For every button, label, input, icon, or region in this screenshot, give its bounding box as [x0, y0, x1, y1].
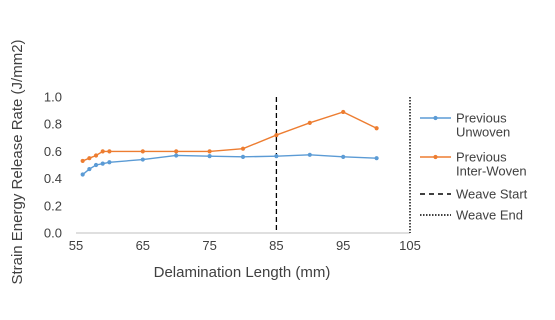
- x-tick-label: 55: [69, 238, 83, 253]
- legend-weave-end: Weave End: [420, 208, 523, 223]
- legend-label: Inter-Woven: [456, 164, 527, 179]
- legend-marker: [433, 115, 438, 121]
- x-tick-label: 65: [136, 238, 150, 253]
- legend-label: Weave Start: [456, 187, 528, 202]
- series-layer: [80, 109, 379, 177]
- x-axis-title: Delamination Length (mm): [154, 264, 331, 281]
- data-point: [207, 154, 212, 159]
- data-point: [100, 161, 105, 166]
- series-line-unwoven: [82, 154, 377, 176]
- data-point: [374, 126, 379, 131]
- y-tick-label: 0.8: [44, 117, 62, 132]
- data-point: [80, 158, 85, 164]
- legend-weave-start: Weave Start: [420, 187, 528, 202]
- data-point: [87, 156, 92, 161]
- tick-labels: 55 65 75 85 95 105 0.0 0.2 0.4 0.6 0.8 1.0: [44, 90, 421, 254]
- series-inter-woven: [80, 109, 379, 164]
- data-point: [100, 149, 105, 154]
- data-point: [140, 149, 145, 154]
- y-tick-label: 0.4: [44, 171, 62, 186]
- x-tick-label: 95: [336, 238, 350, 253]
- data-point: [93, 153, 99, 158]
- data-point: [240, 154, 246, 159]
- data-point: [174, 153, 179, 158]
- y-axis-title: Strain Energy Release Rate (J/mm2): [9, 39, 26, 284]
- data-point: [87, 166, 92, 172]
- data-point: [341, 154, 346, 159]
- x-tick-label: 85: [269, 238, 283, 253]
- reference-lines: [275, 97, 411, 233]
- data-point: [93, 162, 99, 168]
- data-point: [80, 172, 85, 177]
- data-point: [341, 109, 346, 115]
- x-tick-label: 75: [202, 238, 216, 253]
- data-point: [207, 149, 212, 154]
- y-tick-label: 0.0: [44, 226, 62, 241]
- legend-label: Unwoven: [456, 125, 510, 140]
- y-tick-label: 1.0: [44, 90, 62, 105]
- data-point: [174, 149, 179, 154]
- legend-marker: [433, 154, 438, 160]
- legend-label: Weave End: [456, 208, 523, 223]
- series-line-inter-woven: [82, 111, 377, 162]
- data-point: [307, 120, 312, 125]
- data-point: [307, 152, 312, 157]
- data-point: [140, 157, 145, 162]
- y-tick-label: 0.6: [44, 144, 62, 159]
- data-point: [240, 146, 246, 151]
- data-point: [107, 160, 112, 165]
- data-point: [374, 156, 379, 161]
- legend-label: Previous: [456, 111, 507, 126]
- x-tick-label: 105: [399, 238, 421, 253]
- y-tick-label: 0.2: [44, 198, 62, 213]
- series-unwoven: [80, 152, 379, 177]
- data-point: [274, 154, 279, 159]
- data-point: [274, 132, 279, 138]
- legend: PreviousUnwovenPreviousInter-WovenWeave …: [420, 111, 528, 223]
- data-point: [107, 149, 112, 154]
- legend-label: Previous: [456, 150, 507, 165]
